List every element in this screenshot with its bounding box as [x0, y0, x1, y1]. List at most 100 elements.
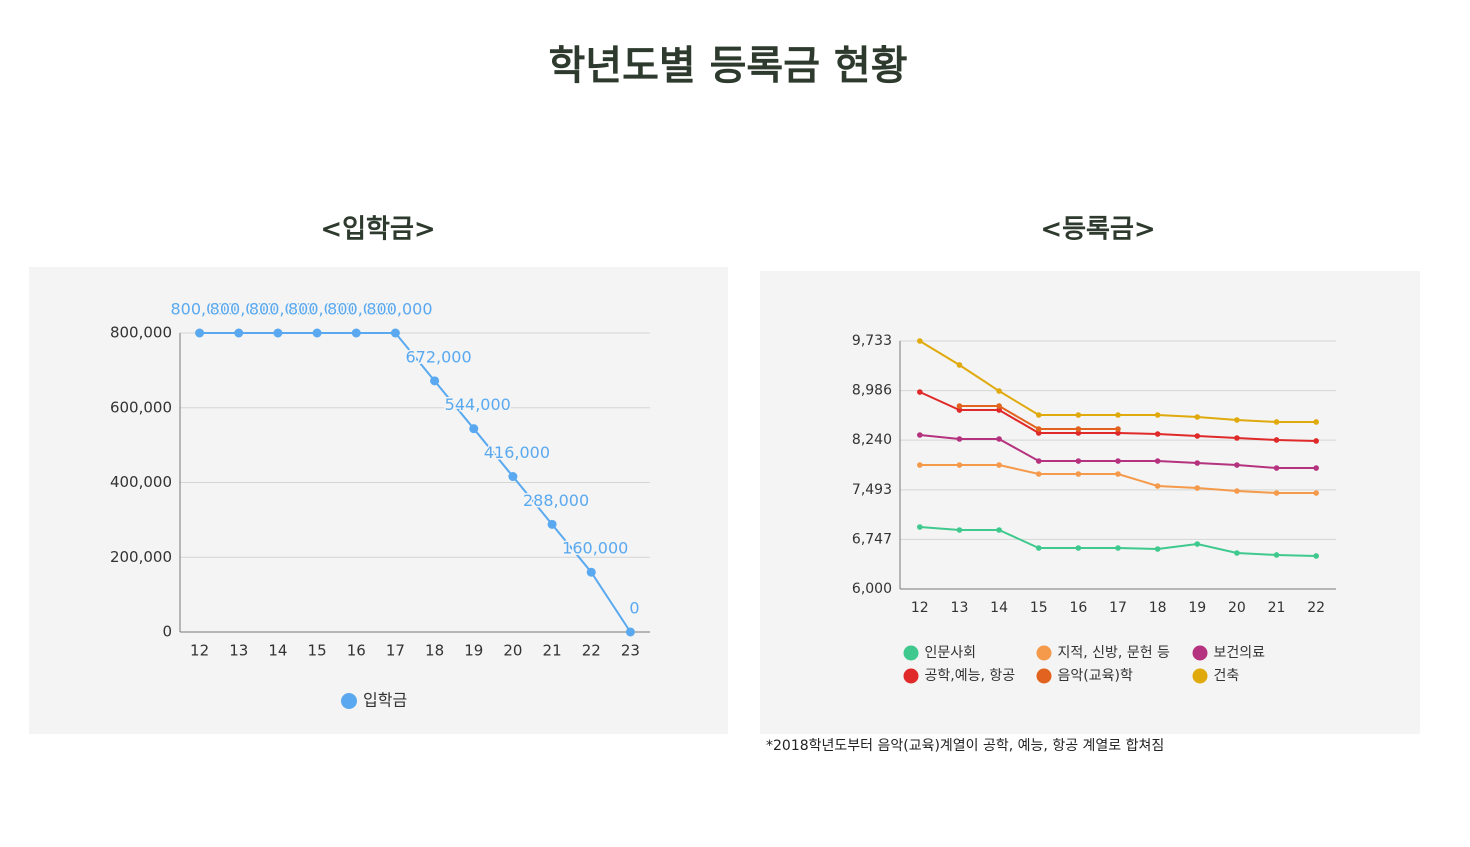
data-point [1115, 545, 1121, 551]
x-tick-label: 14 [268, 642, 287, 660]
data-label: 800,000 [249, 300, 315, 319]
y-tick-label: 8,240 [852, 432, 892, 448]
data-point [1234, 550, 1240, 556]
data-label: 800,000 [288, 300, 354, 319]
data-point [917, 524, 923, 530]
data-point [1035, 545, 1042, 551]
data-point [917, 462, 923, 468]
x-tick-label: 17 [1109, 600, 1127, 616]
x-tick-label: 14 [990, 600, 1008, 616]
x-tick-label: 22 [582, 642, 601, 660]
x-tick-label: 15 [308, 642, 327, 660]
legend-marker [1036, 668, 1052, 684]
data-point [1154, 546, 1161, 552]
data-point [956, 403, 963, 409]
data-point [351, 328, 361, 338]
data-point [1273, 419, 1280, 425]
data-point [195, 328, 205, 338]
legend-label: 건축 [1214, 668, 1240, 684]
data-point [1273, 465, 1280, 471]
data-point [996, 388, 1002, 394]
data-point [1115, 471, 1121, 477]
data-point [1313, 438, 1319, 444]
x-tick-label: 16 [1069, 600, 1087, 616]
data-point [956, 407, 963, 413]
data-point [1194, 460, 1201, 466]
data-label: 544,000 [445, 395, 511, 414]
footnote: *2018학년도부터 음악(교육)계열이 공학, 예능, 항공 계열로 합쳐짐 [766, 738, 1164, 754]
data-point [1075, 545, 1082, 551]
x-tick-label: 21 [1268, 600, 1286, 616]
x-tick-label: 12 [911, 600, 929, 616]
data-point [996, 403, 1002, 409]
data-point [1115, 426, 1121, 432]
data-point [1273, 552, 1280, 558]
data-point [1115, 412, 1121, 418]
y-tick-label: 7,493 [852, 482, 892, 498]
data-point [1035, 430, 1042, 436]
data-point [1273, 437, 1280, 443]
data-point [917, 432, 923, 438]
data-label: 160,000 [562, 539, 628, 558]
y-tick-label: 6,000 [852, 581, 892, 597]
data-point [1154, 483, 1161, 489]
x-tick-label: 18 [1149, 600, 1167, 616]
y-tick-label: 0 [162, 623, 172, 641]
y-tick-label: 8,986 [852, 383, 892, 399]
data-point [1154, 458, 1161, 464]
y-tick-label: 6,747 [852, 531, 892, 547]
data-point [1035, 471, 1042, 477]
data-point [273, 328, 283, 338]
legend-label: 공학,예능, 항공 [925, 668, 1016, 684]
legend-label: 음악(교육)학 [1058, 668, 1133, 684]
data-point [996, 436, 1002, 442]
data-point [390, 328, 400, 338]
data-point [469, 424, 479, 434]
data-point [1313, 490, 1319, 496]
y-tick-label: 400,000 [110, 473, 172, 491]
data-point [956, 462, 963, 468]
data-point [1115, 430, 1121, 436]
y-tick-label: 800,000 [110, 324, 172, 342]
data-point [996, 527, 1002, 533]
data-label: 800,000 [327, 300, 393, 319]
y-tick-label: 600,000 [110, 398, 172, 416]
legend-marker [1036, 645, 1052, 661]
data-point [508, 472, 518, 482]
data-point [956, 436, 963, 442]
legend-marker [341, 693, 357, 709]
chart-title: <입학금> [320, 215, 435, 245]
data-point [1234, 435, 1240, 441]
legend-marker [903, 645, 919, 661]
data-point [1313, 419, 1319, 425]
data-point [1194, 433, 1201, 439]
legend-label: 보건의료 [1214, 645, 1266, 661]
data-point [1115, 458, 1121, 464]
data-label: 416,000 [484, 443, 550, 462]
x-tick-label: 20 [503, 642, 522, 660]
data-point [1075, 458, 1082, 464]
data-point [1234, 462, 1240, 468]
data-point [1075, 471, 1082, 477]
x-tick-label: 23 [621, 642, 640, 660]
data-point [1154, 412, 1161, 418]
series-line [199, 332, 632, 633]
data-point [430, 376, 440, 386]
y-tick-label: 200,000 [110, 548, 172, 566]
data-point [1075, 412, 1082, 418]
page-title: 학년도별 등록금 현황 [548, 43, 907, 89]
data-point [234, 328, 244, 338]
data-point [547, 519, 557, 529]
data-label: 800,000 [210, 300, 276, 319]
legend-label: 지적, 신방, 문헌 등 [1058, 645, 1171, 661]
data-point [625, 627, 635, 637]
legend-label: 입학금 [363, 691, 407, 710]
data-point [1035, 426, 1042, 432]
x-tick-label: 17 [386, 642, 405, 660]
x-tick-label: 18 [425, 642, 444, 660]
data-point [1234, 488, 1240, 494]
x-tick-label: 20 [1228, 600, 1246, 616]
panel [760, 271, 1420, 734]
data-point [1075, 430, 1082, 436]
